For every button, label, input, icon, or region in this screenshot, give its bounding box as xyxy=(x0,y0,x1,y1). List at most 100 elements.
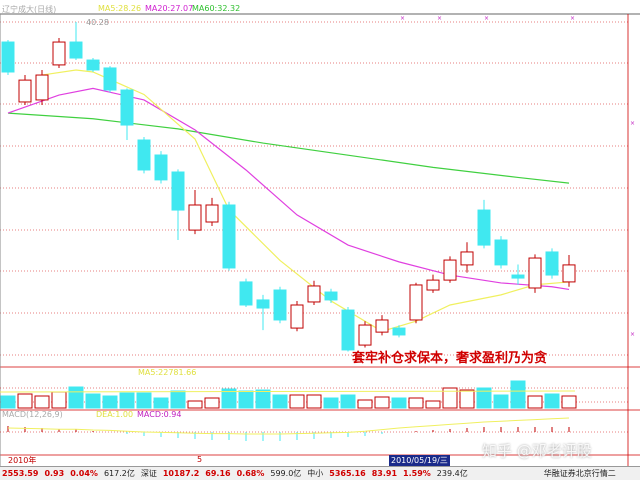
sz-amount: 599.0亿 xyxy=(270,469,302,478)
sme-change: 83.91 xyxy=(371,469,398,478)
candle-body xyxy=(103,67,117,91)
candle-body xyxy=(307,285,321,303)
candle-body xyxy=(205,204,219,223)
ma60-label: MA60:32.32 xyxy=(192,4,241,13)
candle-body xyxy=(460,251,474,266)
ma5-label: MA5:28.26 xyxy=(98,4,142,13)
volume-bar xyxy=(306,394,322,409)
sme-label: 中小 xyxy=(307,469,324,478)
candle-body xyxy=(375,319,389,333)
candle-body xyxy=(120,89,134,126)
status-bar: 2553.59 0.93 0.04% 617.2亿 深证 10187.2 69.… xyxy=(0,466,640,480)
volume-bar xyxy=(323,397,339,409)
candle-body xyxy=(562,264,576,283)
volume-bar xyxy=(255,389,271,409)
volume-bar xyxy=(170,390,186,409)
sme-percent: 1.59% xyxy=(403,469,431,478)
candle-body xyxy=(290,304,304,329)
volume-bar xyxy=(374,396,390,409)
volume-label: MA5:22781.66 xyxy=(138,368,197,377)
candle-body xyxy=(494,239,508,266)
candle-body xyxy=(409,284,423,321)
marker-icon: × xyxy=(570,15,575,22)
server-name[interactable]: 华融证券北京行情二 xyxy=(543,469,616,478)
volume-bar xyxy=(204,397,220,409)
volume-bar xyxy=(136,392,152,409)
volume-bar xyxy=(102,395,118,409)
marker-icon: × xyxy=(484,15,489,22)
sz-index: 10187.2 xyxy=(162,469,200,478)
sh-change: 0.93 xyxy=(44,469,65,478)
ma20-label: MA20:27.07 xyxy=(145,4,194,13)
volume-bar xyxy=(17,393,33,409)
volume-bar xyxy=(510,380,526,409)
volume-bar xyxy=(85,393,101,409)
marker-icon: × xyxy=(630,120,635,127)
candle-body xyxy=(86,59,100,71)
volume-bar xyxy=(544,393,560,409)
candle-body xyxy=(477,209,491,246)
candle-body xyxy=(426,279,440,291)
volume-bar xyxy=(561,395,577,409)
candle-body xyxy=(256,299,270,309)
volume-bar xyxy=(221,388,237,409)
candle-body xyxy=(358,324,372,346)
macd-title: MACD(12,26,9) xyxy=(2,410,63,419)
candle-body xyxy=(1,41,15,73)
volume-bar xyxy=(340,394,356,409)
candle-body xyxy=(137,139,151,171)
volume-bar xyxy=(0,395,16,409)
volume-bar xyxy=(527,395,543,409)
sh-percent: 0.04% xyxy=(70,469,98,478)
marker-icon: × xyxy=(437,15,442,22)
volume-bar xyxy=(391,397,407,409)
ma5-line xyxy=(41,69,570,332)
sh-amount: 617.2亿 xyxy=(103,469,135,478)
kline-chart[interactable]: × × × × × × xyxy=(0,0,640,466)
cursor-date: 2010/05/19/三 xyxy=(389,455,450,466)
candle-body xyxy=(69,41,83,59)
volume-bar xyxy=(289,394,305,409)
volume-bar xyxy=(493,394,509,409)
ma60-line xyxy=(7,112,570,184)
candle-body xyxy=(341,309,355,351)
sme-index: 5365.16 xyxy=(329,469,366,478)
sme-amount: 239.4亿 xyxy=(436,469,468,478)
marker-icon: × xyxy=(400,15,405,22)
volume-bar xyxy=(459,389,475,409)
volume-bar xyxy=(187,400,203,409)
candle-body xyxy=(188,204,202,231)
candle-body xyxy=(222,204,236,269)
year-label: 2010年 xyxy=(8,456,37,465)
sz-label: 深证 xyxy=(140,469,157,478)
sz-change: 69.16 xyxy=(205,469,231,478)
stock-title: 辽宁成大(日线) xyxy=(2,5,57,14)
volume-bar xyxy=(153,397,169,409)
candle-body xyxy=(392,327,406,336)
ma20-line xyxy=(7,87,570,291)
sh-index: 2553.59 xyxy=(2,469,39,478)
watermark: 知乎 @邓老评股 xyxy=(482,442,592,460)
marker-icon: × xyxy=(630,331,635,338)
candle-body xyxy=(511,274,525,279)
candle-body xyxy=(154,154,168,181)
month-label: 5 xyxy=(197,455,203,464)
high-price-label: 40.28 xyxy=(86,18,109,27)
volume-bar xyxy=(408,397,424,409)
volume-bar xyxy=(34,395,50,409)
volume-bar xyxy=(51,391,67,409)
candle-body xyxy=(324,291,338,301)
volume-bar xyxy=(357,399,373,409)
volume-bar xyxy=(119,392,135,409)
candle-body xyxy=(443,259,457,281)
candle-body xyxy=(545,251,559,276)
volume-ma-line xyxy=(0,390,576,393)
sz-percent: 0.68% xyxy=(236,469,265,478)
candle-body xyxy=(35,74,49,101)
dea-line xyxy=(7,417,570,435)
macd-value: MACD:0.94 xyxy=(137,410,182,419)
candle-body xyxy=(528,257,542,289)
candle-body xyxy=(171,171,185,211)
candle-body xyxy=(52,41,66,66)
volume-bar xyxy=(425,400,441,409)
